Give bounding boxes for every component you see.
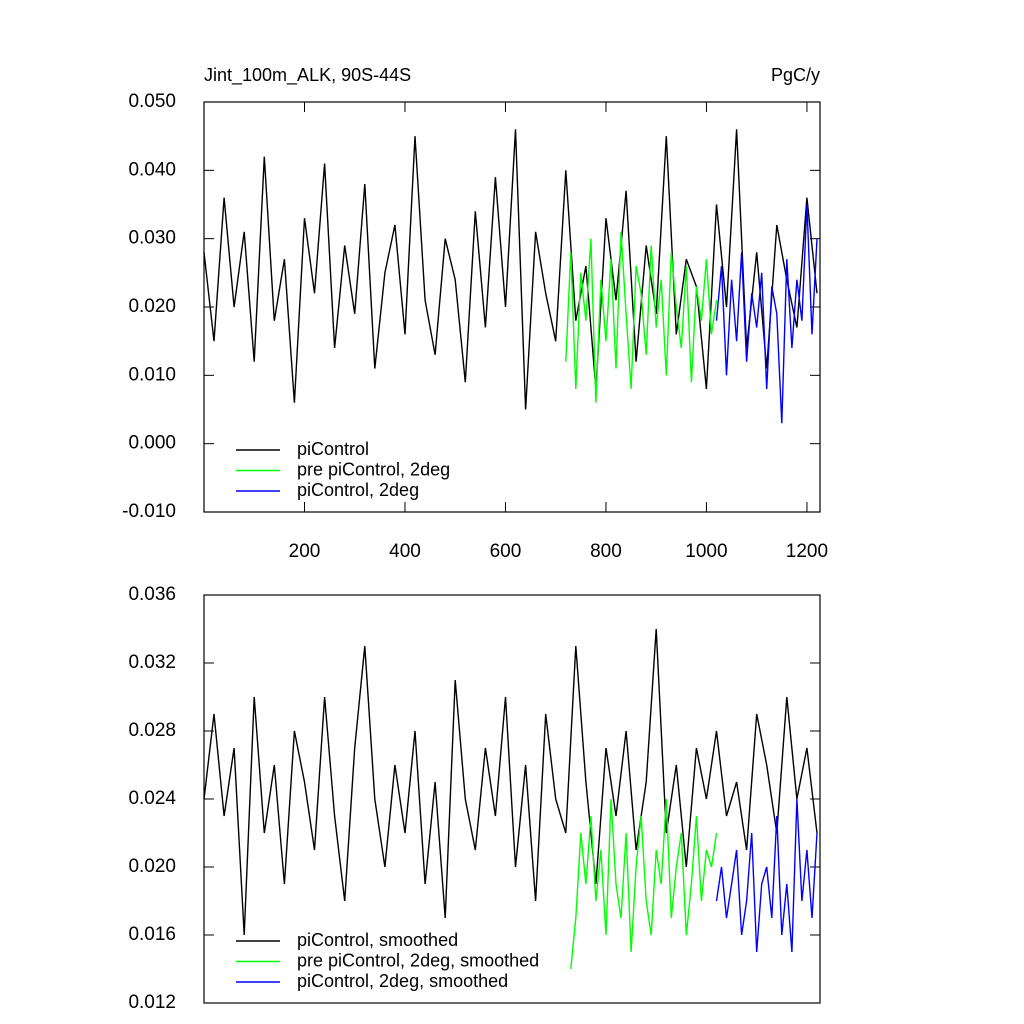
chart-title: Jint_100m_ALK, 90S-44S — [204, 65, 411, 86]
y-tick-label: 0.016 — [128, 924, 176, 945]
x-tick-label: 1200 — [786, 541, 828, 562]
units-label: PgC/y — [771, 65, 820, 85]
y-tick-label: 0.050 — [128, 91, 176, 112]
legend-label: piControl — [297, 439, 369, 459]
legend-label: piControl, 2deg — [297, 480, 419, 500]
series-line — [715, 204, 818, 424]
x-tick-label: 1000 — [685, 541, 727, 562]
y-tick-label: 0.020 — [128, 296, 176, 317]
x-tick-label: 800 — [590, 541, 622, 562]
legend-label: piControl, 2deg, smoothed — [297, 971, 508, 991]
y-tick-label: 0.032 — [128, 652, 176, 673]
series-line — [715, 798, 818, 953]
series-line — [570, 798, 718, 970]
y-tick-label: 0.012 — [128, 992, 176, 1013]
x-tick-label: 400 — [389, 541, 421, 562]
y-tick-label: -0.010 — [122, 501, 176, 522]
legend-label: pre piControl, 2deg, smoothed — [297, 950, 539, 970]
y-tick-label: 0.000 — [128, 433, 176, 454]
plot-frame — [203, 101, 821, 513]
legend-label: piControl, smoothed — [297, 930, 458, 950]
y-tick-label: 0.010 — [128, 364, 176, 385]
y-tick-label: 0.020 — [128, 856, 176, 877]
x-tick-label: 600 — [490, 541, 522, 562]
series-line — [203, 628, 818, 936]
y-tick-label: 0.024 — [128, 788, 176, 809]
y-tick-label: 0.030 — [128, 228, 176, 249]
series-line — [565, 231, 718, 403]
plot-frame — [203, 594, 821, 1004]
y-tick-label: 0.036 — [128, 584, 176, 605]
y-tick-label: 0.028 — [128, 720, 176, 741]
y-tick-label: 0.040 — [128, 159, 176, 180]
x-tick-label: 200 — [289, 541, 321, 562]
series-line — [203, 129, 818, 410]
legend-label: pre piControl, 2deg — [297, 459, 450, 479]
